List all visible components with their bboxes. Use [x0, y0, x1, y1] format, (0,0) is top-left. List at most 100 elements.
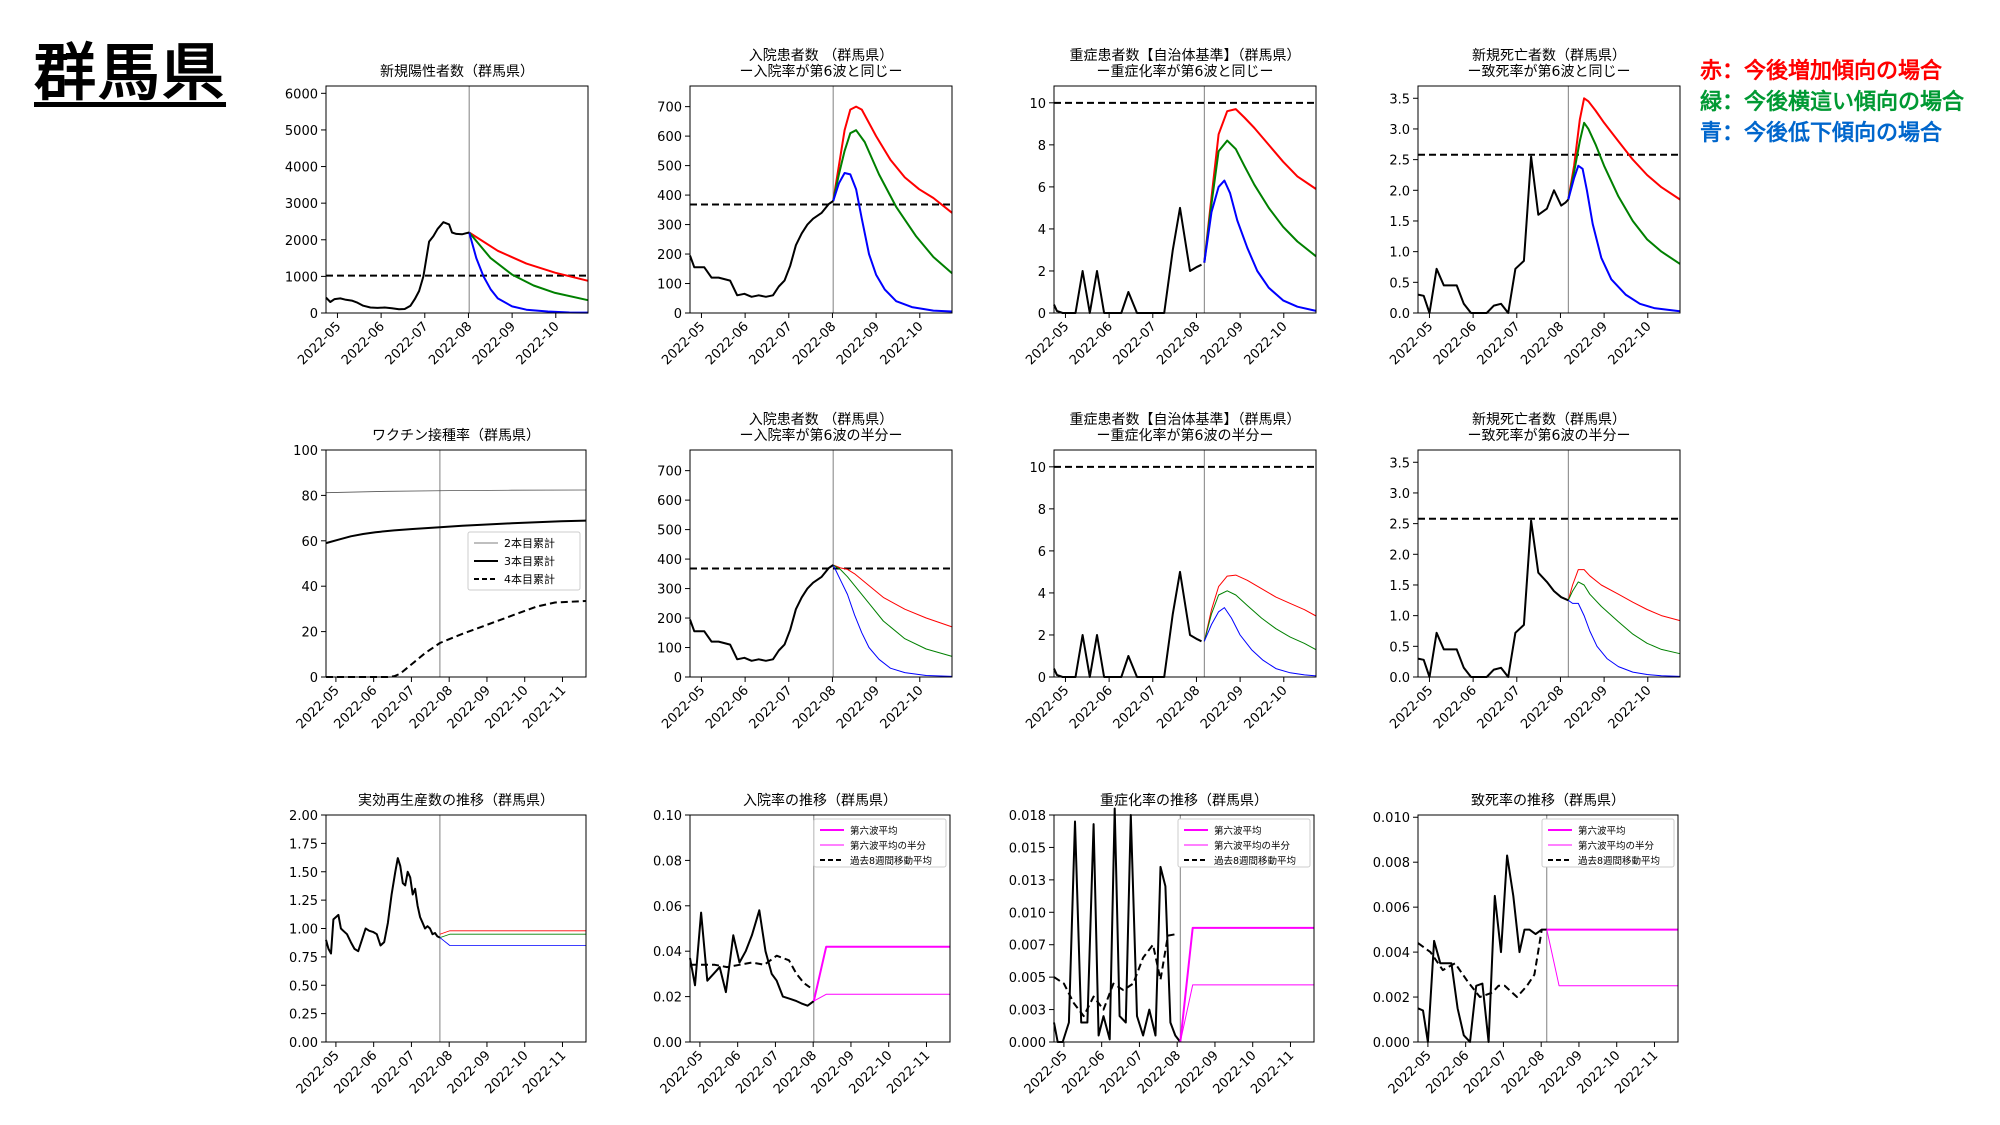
- legend-box: [467, 531, 581, 591]
- legend-blue-decrease: 青：今後低下傾向の場合: [1700, 121, 1943, 146]
- series-wave6-half: [813, 993, 950, 1002]
- chart-title: 重症患者数【自治体基準】（群馬県）: [1070, 47, 1301, 64]
- y-tick-label: 0.018: [1009, 809, 1046, 824]
- chart-title: ー入院率が第6波と同じー: [740, 63, 903, 80]
- series-flat: [1203, 139, 1317, 263]
- series-moving-average: [1053, 933, 1176, 1018]
- plot-frame: [325, 449, 587, 678]
- chart-legend: 2本目累計 3本目累計 4本目累計: [467, 531, 581, 591]
- y-tick-label: 0.010: [1009, 906, 1046, 921]
- y-tick-label: 0: [1038, 671, 1046, 686]
- x-tick-label: 2022-10: [1242, 319, 1291, 368]
- x-tick-label: 2022-06: [1067, 683, 1116, 732]
- y-tick-label: 2.0: [1389, 184, 1410, 199]
- x-tick-label: 2022-09: [1198, 319, 1247, 368]
- y-tick-label: 10: [1029, 97, 1046, 112]
- plot-frame: [1053, 814, 1315, 1043]
- x-tick-label: 2022-07: [1475, 319, 1524, 368]
- y-tick-label: 1.75: [289, 837, 318, 852]
- scenario-legend: 赤：今後増加傾向の場合 緑：今後横這い傾向の場合 青：今後低下傾向の場合: [1700, 56, 1964, 149]
- x-tick-label: 2022-05: [659, 683, 708, 732]
- series-increase: [832, 105, 953, 214]
- x-tick-label: 2022-08: [1154, 319, 1203, 368]
- chart-c1: 新規陽性者数（群馬県） 0 1000 2000 3000 4000 5000 6000 2022…: [285, 64, 589, 368]
- chart-title: 入院患者数 （群馬県）: [749, 412, 893, 428]
- y-tick-label: 1.5: [1389, 579, 1410, 594]
- legend-label: 4本目累計: [504, 572, 555, 586]
- y-tick-label: 1.0: [1389, 610, 1410, 625]
- y-tick-label: 8: [1038, 503, 1046, 518]
- y-tick-label: 100: [293, 444, 318, 459]
- legend-label: 第六波平均の半分: [1214, 840, 1291, 852]
- chart-c8: 新規死亡者数（群馬県）ー致死率が第6波の半分ー 0.0 0.5 1.0 1.5 2.0 2.…: [1387, 412, 1681, 732]
- y-tick-label: 300: [657, 583, 682, 598]
- chart-title: 新規死亡者数（群馬県）: [1472, 412, 1626, 428]
- x-tick-label: 2022-06: [1431, 683, 1480, 732]
- x-tick-label: 2022-06: [703, 683, 752, 732]
- y-tick-label: 0.00: [653, 1036, 682, 1051]
- plot-frame: [1417, 814, 1679, 1043]
- legend-label: 2本目累計: [504, 536, 555, 550]
- chart-c6: 入院患者数 （群馬県）ー入院率が第6波の半分ー 0 100 200 300 400 500 6…: [657, 412, 953, 732]
- y-tick-label: 0.06: [653, 900, 682, 915]
- y-tick-label: 40: [301, 580, 318, 595]
- y-tick-label: 0.002: [1373, 991, 1410, 1006]
- chart-c4: 新規死亡者数（群馬県）ー致死率が第6波と同じー 0.0 0.5 1.0 1.5 2.0 2.…: [1387, 48, 1681, 368]
- y-tick-label: 0.000: [1009, 1036, 1046, 1051]
- y-tick-label: 2.0: [1389, 548, 1410, 563]
- y-tick-label: 0.015: [1009, 841, 1046, 856]
- series-increase: [1567, 97, 1681, 201]
- x-tick-label: 2022-10: [878, 319, 927, 368]
- x-tick-label: 2022-06: [1067, 319, 1116, 368]
- y-tick-label: 0: [310, 307, 318, 322]
- legend-box: [1177, 818, 1311, 868]
- x-tick-label: 2022-07: [1475, 683, 1524, 732]
- series-decrease: [832, 564, 953, 677]
- series-decrease: [1568, 599, 1681, 677]
- legend-label: 第六波平均: [1214, 825, 1262, 837]
- y-tick-label: 2.5: [1389, 154, 1410, 169]
- y-tick-label: 2.5: [1389, 518, 1410, 533]
- series-actual: [1053, 206, 1202, 314]
- series-actual: [1053, 570, 1202, 678]
- plot-frame: [325, 814, 587, 1043]
- legend-label: 第六波平均の半分: [850, 840, 927, 852]
- series-increase: [439, 930, 586, 935]
- y-tick-label: 4: [1038, 587, 1046, 602]
- legend-label: 第六波平均の半分: [1578, 840, 1655, 852]
- series-wave6-half: [1546, 929, 1678, 987]
- chart-title: ワクチン接種率（群馬県）: [372, 427, 540, 444]
- y-tick-label: 2: [1038, 265, 1046, 280]
- series-decrease: [468, 232, 589, 314]
- y-tick-label: 1.50: [289, 866, 318, 881]
- x-tick-label: 2022-05: [1387, 319, 1436, 368]
- y-tick-label: 500: [657, 160, 682, 175]
- y-tick-label: 100: [657, 642, 682, 657]
- chart-c5: ワクチン接種率（群馬県）0204060801002022-052022-0620…: [293, 427, 587, 732]
- y-tick-label: 200: [657, 248, 682, 263]
- y-tick-label: 0.008: [1373, 856, 1410, 871]
- x-tick-label: 2022-10: [1242, 683, 1291, 732]
- y-tick-label: 0.25: [289, 1008, 318, 1023]
- x-tick-label: 2022-08: [790, 683, 839, 732]
- y-tick-label: 0.003: [1009, 1004, 1046, 1019]
- y-tick-label: 500: [657, 524, 682, 539]
- y-tick-label: 0.006: [1373, 901, 1410, 916]
- chart-title: 新規死亡者数（群馬県）: [1472, 48, 1626, 64]
- series-actual: [689, 200, 834, 298]
- series-dose2: [325, 489, 587, 494]
- y-tick-label: 0.10: [653, 809, 682, 824]
- series-actual: [1053, 807, 1182, 1043]
- series-decrease: [1203, 607, 1317, 677]
- series-moving-average: [1417, 929, 1543, 998]
- plot-frame: [1053, 449, 1317, 678]
- chart-c3: 重症患者数【自治体基準】（群馬県）ー重症化率が第6波と同じー 0 2 4 6 8 10 202…: [1023, 47, 1317, 368]
- y-tick-label: 1.00: [289, 923, 318, 938]
- y-tick-label: 3000: [285, 197, 318, 212]
- x-tick-label: 2022-06: [1431, 319, 1480, 368]
- series-decrease: [439, 937, 586, 946]
- y-tick-label: 6: [1038, 545, 1046, 560]
- series-actual: [325, 857, 441, 955]
- series-moving-average: [690, 954, 811, 989]
